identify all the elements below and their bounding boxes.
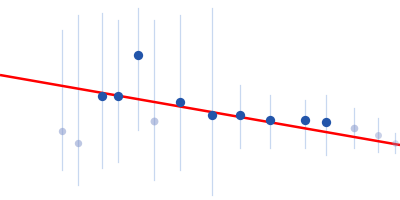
Point: [177, 100, 183, 104]
Point: [267, 118, 273, 122]
Point: [151, 119, 157, 123]
Point: [59, 129, 65, 133]
Point: [115, 94, 121, 98]
Point: [392, 141, 398, 145]
Point: [99, 94, 105, 98]
Point: [135, 53, 141, 57]
Point: [237, 113, 243, 117]
Point: [351, 126, 357, 130]
Point: [375, 133, 381, 137]
Point: [302, 118, 308, 122]
Point: [323, 120, 329, 124]
Point: [75, 141, 81, 145]
Point: [209, 113, 215, 117]
